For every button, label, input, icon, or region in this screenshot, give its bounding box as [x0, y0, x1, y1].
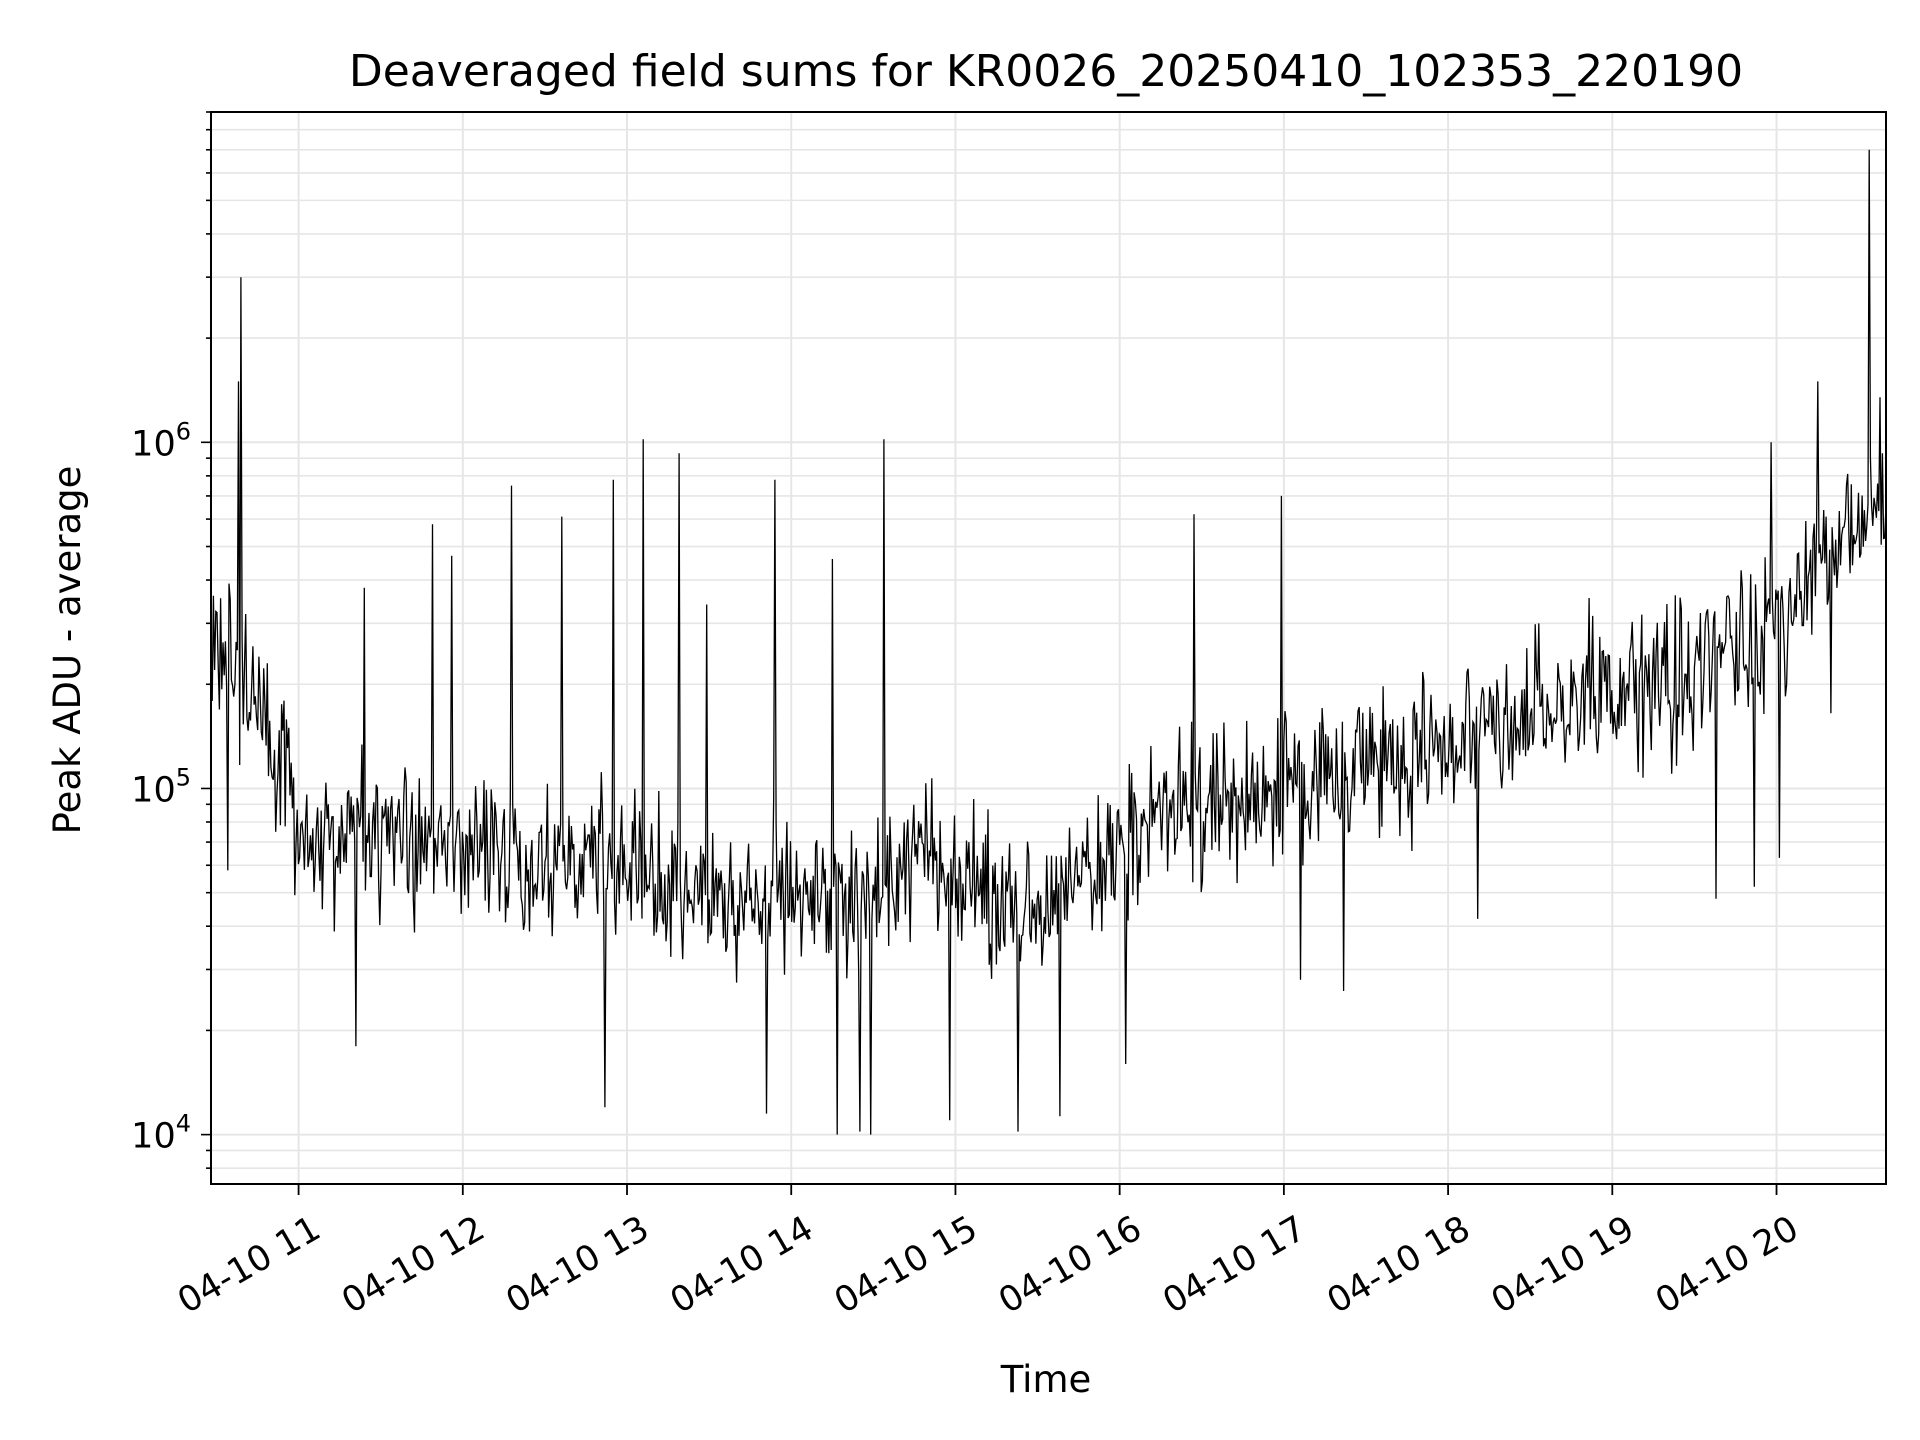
y-axis-ticks: 104 105 106 — [131, 111, 211, 1169]
series-line — [210, 149, 1887, 1135]
chart-title: Deaveraged field sums for KR0026_2025041… — [349, 46, 1743, 97]
y-tick-label: 106 — [131, 417, 191, 464]
y-axis-label: Peak ADU - average — [46, 466, 89, 835]
y-tick-label: 104 — [131, 1110, 191, 1157]
y-tick-label: 105 — [131, 763, 191, 810]
axes — [210, 111, 1887, 1185]
plot-frame — [210, 111, 1887, 1185]
x-axis-label: Time — [1000, 1358, 1092, 1401]
series-ADU — [210, 149, 1887, 1135]
